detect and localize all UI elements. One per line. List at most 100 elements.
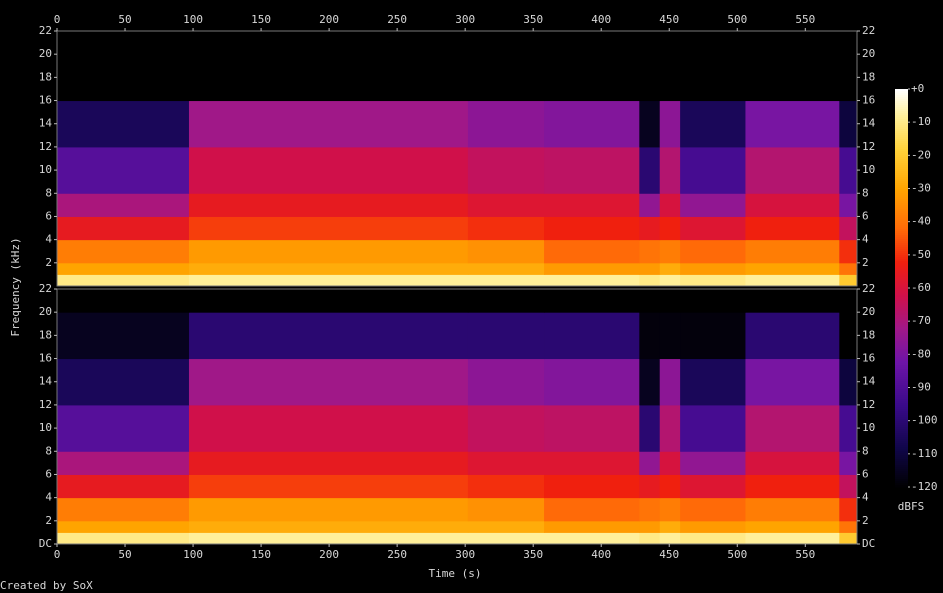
colorbar-step	[895, 167, 908, 170]
colorbar-step	[895, 251, 908, 254]
colorbar-step	[895, 285, 908, 288]
colorbar-step	[895, 109, 908, 112]
heatmap-cell	[639, 497, 661, 522]
heatmap-cell	[659, 312, 681, 360]
colorbar-step	[895, 243, 908, 246]
colorbar-step	[895, 469, 908, 472]
heatmap-cell	[57, 404, 190, 452]
heatmap-cell	[659, 497, 681, 522]
heatmap-cell	[680, 289, 746, 313]
heatmap-cell	[745, 312, 840, 360]
colorbar-step	[895, 299, 908, 302]
colorbar-step	[895, 397, 908, 400]
heatmap-cell	[57, 146, 190, 194]
colorbar-step	[895, 159, 908, 162]
heatmap-cell	[839, 312, 858, 360]
heatmap-cell	[57, 100, 190, 148]
heatmap-cell	[839, 31, 858, 55]
heatmap-cell	[745, 404, 840, 452]
heatmap-cell	[639, 193, 661, 217]
colorbar-step	[895, 295, 908, 298]
colorbar-step	[895, 193, 908, 196]
colorbar-step	[895, 115, 908, 118]
y-tick-label: 18	[39, 70, 52, 83]
heatmap-cell	[57, 497, 190, 522]
heatmap-cell	[680, 404, 746, 452]
heatmap-cell	[639, 289, 661, 313]
heatmap-cell	[639, 532, 661, 545]
colorbar-step	[895, 131, 908, 134]
colorbar-step	[895, 117, 908, 120]
colorbar-step	[895, 331, 908, 334]
colorbar-step	[895, 253, 908, 256]
heatmap-cell	[544, 216, 640, 241]
colorbar-step	[895, 227, 908, 230]
colorbar-step	[895, 305, 908, 308]
colorbar-tick-label: -20	[911, 148, 931, 161]
y-tick-label: 18	[862, 328, 875, 341]
colorbar-step	[895, 293, 908, 296]
heatmap-cell	[188, 274, 469, 287]
y-tick-label: 18	[39, 328, 52, 341]
colorbar-step	[895, 311, 908, 314]
heatmap-cell	[544, 532, 640, 545]
colorbar-step	[895, 149, 908, 152]
heatmap-cell	[839, 358, 858, 406]
colorbar-step	[895, 267, 908, 270]
colorbar-step	[895, 417, 908, 420]
colorbar-step	[895, 357, 908, 360]
y-tick-label: 12	[862, 140, 875, 153]
x-tick-label: 350	[523, 13, 543, 26]
colorbar-step	[895, 327, 908, 330]
colorbar-step	[895, 479, 908, 482]
colorbar-step	[895, 89, 908, 92]
heatmap-cell	[57, 239, 190, 264]
y-tick-label: 16	[39, 94, 52, 107]
colorbar-step	[895, 163, 908, 166]
colorbar-step	[895, 297, 908, 300]
colorbar-step	[895, 123, 908, 126]
y-tick-label: 2	[862, 514, 869, 527]
colorbar-step	[895, 153, 908, 156]
heatmap-cell	[680, 274, 746, 287]
y-tick-label: 4	[862, 491, 869, 504]
colorbar-step	[895, 379, 908, 382]
heatmap-cell	[659, 193, 681, 217]
colorbar-step	[895, 371, 908, 374]
colorbar-step	[895, 139, 908, 142]
colorbar-step	[895, 399, 908, 402]
colorbar-step	[895, 155, 908, 158]
heatmap-cell	[680, 54, 746, 102]
colorbar-step	[895, 341, 908, 344]
heatmap-cell	[467, 193, 545, 217]
colorbar-tick-label: -120	[911, 480, 938, 493]
colorbar-step	[895, 401, 908, 404]
heatmap-cell	[659, 520, 681, 533]
heatmap-cell	[188, 31, 469, 55]
heatmap-cell	[57, 451, 190, 475]
x-tick-label: 400	[591, 13, 611, 26]
colorbar-step	[895, 91, 908, 94]
y-tick-label: 6	[45, 209, 52, 222]
colorbar-step	[895, 485, 908, 488]
colorbar-step	[895, 345, 908, 348]
colorbar-step	[895, 291, 908, 294]
heatmap-cell	[659, 239, 681, 264]
colorbar-step	[895, 377, 908, 380]
colorbar-step	[895, 375, 908, 378]
colorbar-step	[895, 309, 908, 312]
x-tick-label: 0	[54, 13, 61, 26]
colorbar-step	[895, 445, 908, 448]
x-tick-label: 400	[591, 548, 611, 561]
heatmap-cell	[467, 520, 545, 533]
heatmap-cell	[467, 239, 545, 264]
heatmap-cell	[467, 54, 545, 102]
colorbar-step	[895, 201, 908, 204]
colorbar-step	[895, 197, 908, 200]
colorbar-step	[895, 347, 908, 350]
heatmap-cell	[544, 274, 640, 287]
colorbar-step	[895, 407, 908, 410]
colorbar-step	[895, 133, 908, 136]
y-tick-label: 20	[862, 305, 875, 318]
